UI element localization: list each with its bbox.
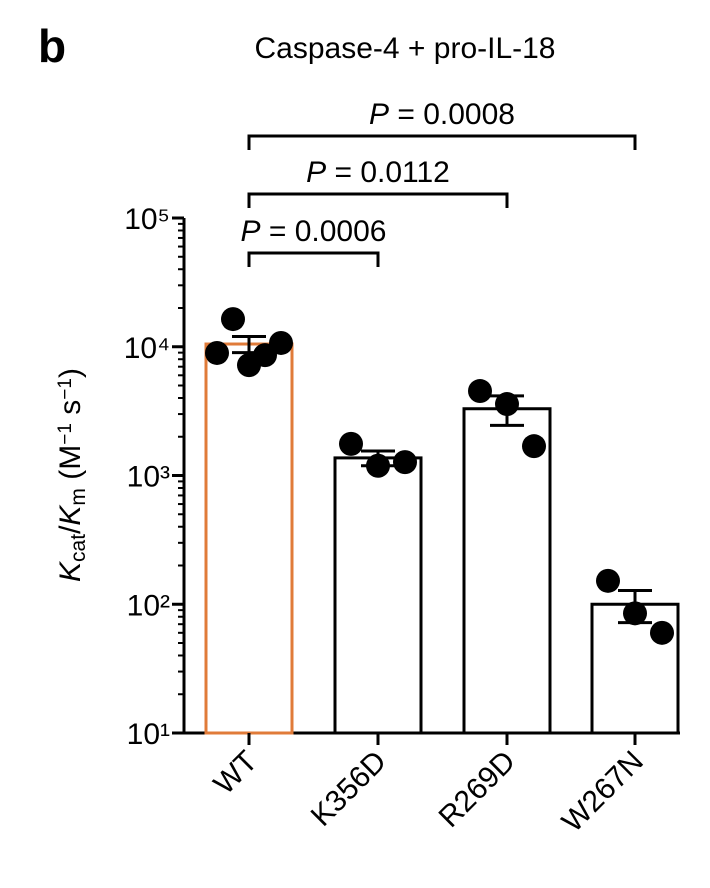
data-point	[221, 307, 245, 332]
y-label-part: m	[67, 488, 90, 506]
p-value-label: P = 0.0006	[241, 215, 387, 248]
x-tick-label: K356D	[305, 745, 393, 833]
significance-bracket	[247, 251, 380, 267]
y-label-part: )	[54, 368, 87, 378]
data-point	[495, 392, 519, 417]
y-label-part: −1	[55, 423, 76, 445]
bar	[204, 342, 294, 735]
p-symbol: P	[241, 215, 261, 248]
significance-bracket	[247, 192, 509, 208]
data-point	[205, 340, 229, 365]
y-label-part: s	[54, 400, 87, 423]
bar	[333, 456, 423, 735]
y-axis-label: Kcat/Km (M−1 s−1)	[54, 368, 90, 582]
data-point	[339, 431, 363, 456]
p-value: = 0.0008	[389, 98, 515, 131]
p-value: = 0.0006	[261, 215, 387, 248]
p-symbol: P	[306, 156, 326, 189]
y-label-part: K	[54, 504, 87, 526]
data-point	[468, 379, 492, 404]
data-point	[393, 450, 417, 475]
y-label-part: −1	[55, 378, 76, 400]
significance-bracket	[247, 134, 637, 150]
data-point	[650, 620, 674, 645]
x-tick-label: W267N	[556, 745, 650, 839]
y-tick-label: 10²	[127, 589, 170, 622]
chart-title: Caspase-4 + pro-IL-18	[255, 32, 556, 65]
data-point	[596, 568, 620, 593]
bar	[462, 407, 552, 735]
data-point	[522, 434, 546, 459]
y-tick-label: 10³	[127, 461, 170, 494]
x-tick-label: WT	[208, 745, 264, 801]
data-point	[623, 601, 647, 626]
p-value: = 0.0112	[326, 156, 450, 189]
data-point	[269, 330, 293, 355]
y-label-part: (M	[54, 445, 87, 488]
x-tick-label: R269D	[433, 745, 522, 834]
p-value-label: P = 0.0112	[306, 156, 450, 189]
y-label-part: K	[54, 560, 87, 582]
data-point	[366, 453, 390, 478]
y-tick-label: 10⁵	[124, 203, 170, 236]
y-tick-label: 10¹	[127, 718, 170, 751]
y-label-part: /	[54, 525, 87, 534]
p-symbol: P	[369, 98, 389, 131]
panel-letter: b	[38, 20, 66, 72]
p-value-label: P = 0.0008	[369, 98, 515, 131]
y-tick-label: 10⁴	[124, 332, 170, 365]
y-label-part: cat	[67, 534, 90, 562]
